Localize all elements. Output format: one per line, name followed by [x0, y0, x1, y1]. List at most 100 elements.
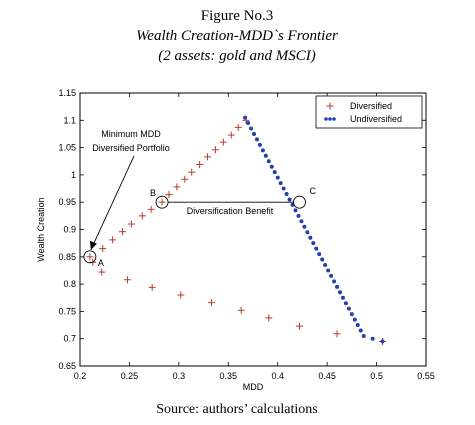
figure-subtitle: (2 assets: gold and MSCI) [158, 48, 316, 64]
benefit-label: Diversification Benefit [187, 206, 274, 216]
legend-diversified-label: Diversified [350, 101, 392, 111]
undiversified-point [272, 170, 277, 175]
undiversified-point [296, 213, 301, 218]
y-tick-label: 0.8 [63, 279, 76, 289]
undiversified-point [251, 131, 256, 136]
diversified-point [295, 322, 303, 330]
x-tick-label: 0.5 [370, 371, 383, 381]
undiversified-point [320, 257, 325, 262]
undiversified-point [254, 137, 259, 142]
x-axis-label: MDD [243, 382, 264, 392]
marker-circle-a [83, 250, 97, 264]
diversified-point [227, 131, 235, 139]
diversified-point [265, 314, 273, 322]
legend-undiversified-dot-1 [324, 117, 328, 121]
y-tick-label: 1 [71, 170, 76, 180]
y-tick-label: 1.15 [58, 88, 76, 98]
undiversified-point [361, 333, 366, 338]
undiversified-point [269, 164, 274, 169]
y-tick-label: 0.65 [58, 361, 76, 371]
undiversified-point [302, 224, 307, 229]
undiversified-point [287, 197, 292, 202]
y-axis-label: Wealth Creation [36, 197, 46, 261]
diversified-point [219, 138, 227, 146]
marker-label-b: B [150, 188, 156, 198]
undiversified-point [332, 279, 337, 284]
diversified-point [188, 168, 196, 176]
undiversified-point [335, 284, 340, 289]
undiversified-point [281, 186, 286, 191]
undiversified-point [349, 312, 354, 317]
x-tick-label: 0.4 [271, 371, 284, 381]
legend-undiversified-label: Undiversified [350, 114, 402, 124]
figure-heading: Figure No.3 [201, 8, 274, 24]
undiversified-point [340, 295, 345, 300]
diversified-point [177, 291, 185, 299]
diversified-point [86, 253, 94, 261]
undiversified-point [314, 246, 319, 251]
diversified-point [204, 153, 212, 161]
min-mdd-label-line1: Minimum MDD [101, 129, 161, 139]
undiversified-point [329, 273, 334, 278]
undiversified-point [249, 126, 254, 131]
undiversified-point [305, 230, 310, 235]
min-mdd-label-line2: Diversified Portfolio [92, 143, 170, 153]
undiversified-point [323, 262, 328, 267]
undiversified-point [355, 323, 360, 328]
plot-area: 0.2 0.25 0.3 0.35 0.4 0.45 0.5 0.55 0.65 0.7 0.75 0… [36, 88, 435, 392]
figure-source: Source: authors’ calculations [156, 402, 317, 417]
y-tick-label: 1.1 [63, 115, 76, 125]
y-tick-label: 1.05 [58, 143, 76, 153]
undiversified-point [266, 159, 271, 164]
diversified-point [127, 220, 135, 228]
undiversified-point [352, 317, 357, 322]
undiversified-point [380, 339, 385, 344]
diversified-point [109, 236, 117, 244]
undiversified-point [326, 268, 331, 273]
min-mdd-arrow-head [89, 240, 97, 250]
diversified-point [173, 183, 181, 191]
undiversified-point [284, 192, 289, 197]
diversified-point [98, 268, 106, 276]
diversified-point [147, 205, 155, 213]
x-tick-label: 0.35 [220, 371, 238, 381]
legend-undiversified-dot-2 [328, 117, 332, 121]
undiversified-point [317, 252, 322, 257]
y-tick-label: 0.75 [58, 306, 76, 316]
undiversified-point [243, 115, 248, 120]
y-tick-label: 0.95 [58, 197, 76, 207]
legend-undiversified-dot-3 [332, 117, 336, 121]
undiversified-point [263, 153, 268, 158]
x-tick-label: 0.2 [74, 371, 87, 381]
undiversified-point [370, 336, 375, 341]
diversified-point [123, 276, 131, 284]
legend-box [315, 95, 423, 129]
undiversified-point [293, 208, 298, 213]
diversified-point [333, 330, 341, 338]
diversified-point [207, 299, 215, 307]
diversified-point [196, 161, 204, 169]
x-tick-label: 0.25 [121, 371, 139, 381]
marker-label-c: C [309, 186, 316, 196]
undiversified-point [275, 175, 280, 180]
min-mdd-arrow-line [90, 155, 135, 250]
x-tick-label: 0.55 [417, 371, 435, 381]
undiversified-point [346, 306, 351, 311]
marker-label-a: A [98, 258, 104, 268]
marker-circle-c [293, 195, 306, 209]
y-tick-label: 0.9 [63, 225, 76, 235]
diversified-point [148, 283, 156, 291]
diversified-point [234, 123, 242, 131]
diversified-point [99, 245, 107, 253]
y-tick-label: 0.85 [58, 252, 76, 262]
diversified-point [138, 212, 146, 220]
undiversified-point [311, 241, 316, 246]
diversified-point [237, 306, 245, 314]
diversified-point [181, 175, 189, 183]
y-tick-label: 0.7 [63, 334, 76, 344]
undiversified-point [260, 148, 265, 153]
diversified-point [119, 228, 127, 236]
diversified-point [165, 191, 173, 199]
x-tick-label: 0.3 [173, 371, 186, 381]
